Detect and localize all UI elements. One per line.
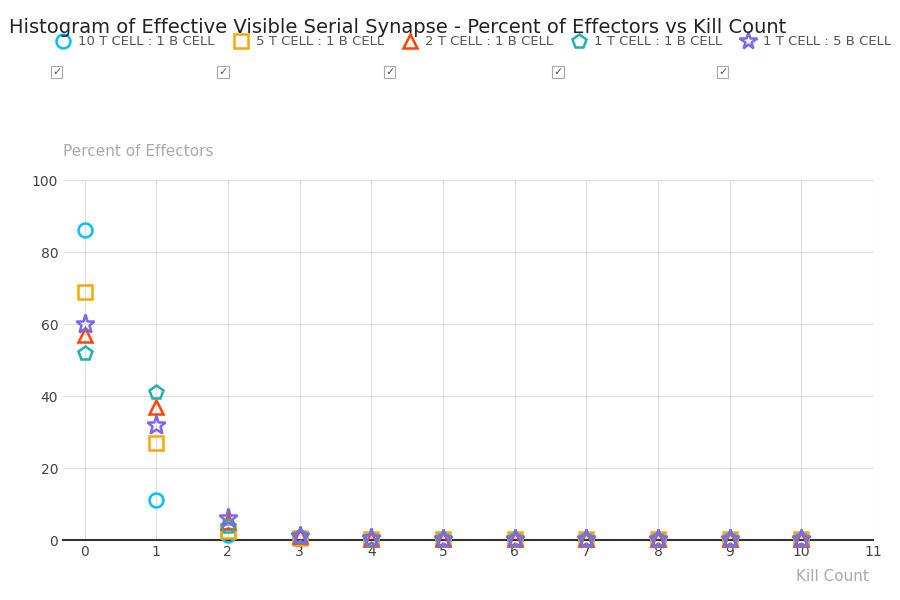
Text: ✓: ✓ bbox=[385, 67, 394, 77]
Text: ✓: ✓ bbox=[52, 67, 61, 77]
Text: Histogram of Effective Visible Serial Synapse - Percent of Effectors vs Kill Cou: Histogram of Effective Visible Serial Sy… bbox=[9, 18, 787, 37]
X-axis label: Kill Count: Kill Count bbox=[796, 569, 868, 584]
Text: Percent of Effectors: Percent of Effectors bbox=[63, 144, 213, 159]
Text: ✓: ✓ bbox=[718, 67, 727, 77]
Text: ✓: ✓ bbox=[554, 67, 562, 77]
Legend: 10 T CELL : 1 B CELL, 5 T CELL : 1 B CELL, 2 T CELL : 1 B CELL, 1 T CELL : 1 B C: 10 T CELL : 1 B CELL, 5 T CELL : 1 B CEL… bbox=[53, 35, 891, 49]
Text: ✓: ✓ bbox=[219, 67, 228, 77]
